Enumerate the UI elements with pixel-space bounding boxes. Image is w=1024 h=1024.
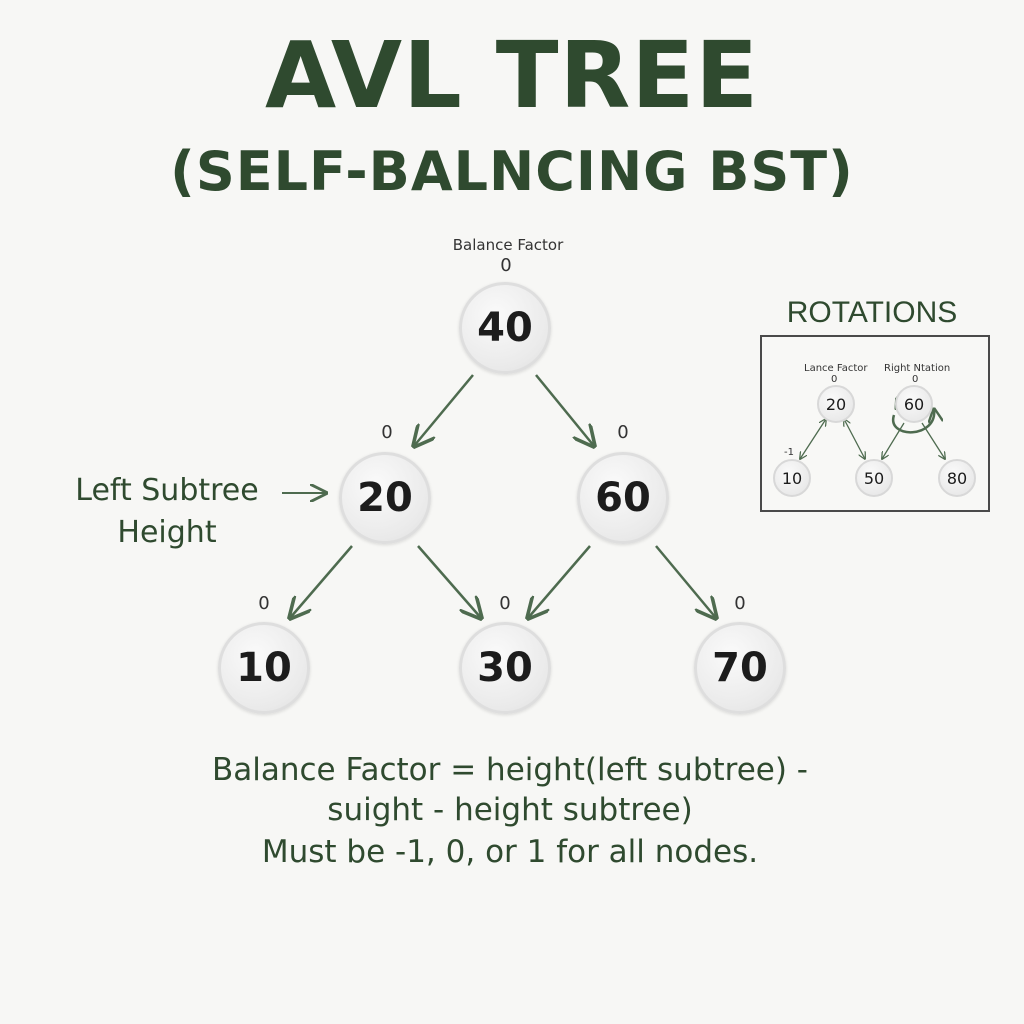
rot-right-caption: Right Ntation xyxy=(884,363,951,374)
formula-line2: suight - height subtree) xyxy=(327,792,693,828)
side-label-line1: Left Subtree xyxy=(75,473,259,508)
rot-node-60: 60 xyxy=(895,385,933,423)
bf-40: 0 xyxy=(500,255,512,276)
formula-line3: Must be -1, 0, or 1 for all nodes. xyxy=(261,834,759,870)
rot-node-20: 20 xyxy=(817,385,855,423)
bf-30: 0 xyxy=(499,593,511,614)
edge-60-70 xyxy=(655,545,716,618)
edge-20-30 xyxy=(417,545,481,618)
tree-node-70: 70 xyxy=(694,622,786,714)
tree-node-40: 40 xyxy=(459,282,551,374)
rot-node-50: 50 xyxy=(855,459,893,497)
rot-node-10: 10 xyxy=(773,459,811,497)
left-subtree-height-label: Left Subtree Height xyxy=(62,470,272,554)
diagram-subtitle: (SELF-BALNCING BST) xyxy=(170,140,854,203)
rot-edge-20-10 xyxy=(800,419,826,459)
rotations-panel: Lance Factor Right Ntation 0 0 -1 20 60 … xyxy=(760,335,990,512)
rotations-title: ROTATIONS xyxy=(786,296,958,329)
bf-60: 0 xyxy=(617,422,629,443)
side-label-line2: Height xyxy=(117,515,217,550)
formula-line1: Balance Factor = height(left subtree) - xyxy=(211,752,808,788)
tree-node-30: 30 xyxy=(459,622,551,714)
rot-node-80: 80 xyxy=(938,459,976,497)
tree-node-20: 20 xyxy=(339,452,431,544)
tree-node-60: 60 xyxy=(577,452,669,544)
balance-factor-caption: Balance Factor xyxy=(452,236,564,254)
rot-bf-20: 0 xyxy=(831,374,838,385)
rot-edge-20-50 xyxy=(844,419,865,459)
edge-40-20 xyxy=(414,374,474,446)
rot-left-caption: Lance Factor xyxy=(804,363,868,374)
edge-20-10 xyxy=(290,545,353,618)
edge-60-30 xyxy=(528,545,591,618)
bf-20: 0 xyxy=(381,422,393,443)
tree-node-10: 10 xyxy=(218,622,310,714)
rot-side-mark: -1 xyxy=(784,447,794,458)
rot-edge-60-50 xyxy=(882,422,905,459)
edge-40-60 xyxy=(535,374,594,446)
bf-10: 0 xyxy=(258,593,270,614)
rot-bf-60: 0 xyxy=(912,374,919,385)
diagram-title: AVL TREE xyxy=(264,22,760,129)
bf-70: 0 xyxy=(734,593,746,614)
rotation-arrow-icon xyxy=(891,409,934,434)
